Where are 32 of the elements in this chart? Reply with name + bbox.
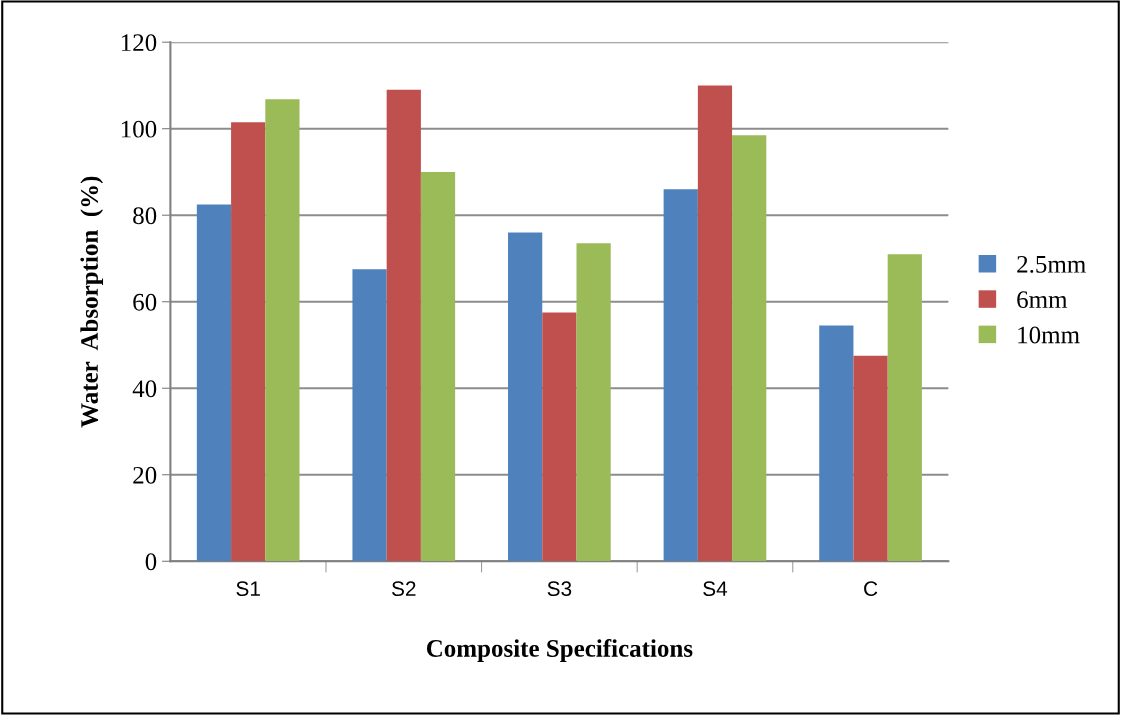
y-tick-label: 20 <box>133 466 157 484</box>
legend-label: 10mm <box>1018 326 1080 344</box>
bar <box>887 254 922 562</box>
bar <box>697 85 733 562</box>
bar <box>386 89 421 562</box>
x-tick-label: S2 <box>391 581 416 597</box>
bar <box>819 325 854 562</box>
y-tick-label: 80 <box>133 207 157 225</box>
x-tick-label: C <box>864 581 878 597</box>
bar <box>542 312 577 562</box>
y-axis-title: Water Absorption (%) <box>80 176 104 428</box>
y-tick-label: 100 <box>121 120 157 138</box>
bar <box>853 355 888 562</box>
y-tick-label: 0 <box>145 553 157 571</box>
bar <box>352 269 387 562</box>
y-tick-label: 40 <box>132 380 157 398</box>
x-tick-label: S1 <box>236 581 260 597</box>
bar <box>231 122 266 562</box>
bar <box>732 135 767 562</box>
bar <box>196 204 232 562</box>
y-tick-label: 60 <box>133 293 157 311</box>
bar <box>265 99 300 562</box>
bar <box>420 171 456 562</box>
x-tick-label: S4 <box>703 581 728 597</box>
bar <box>508 232 543 562</box>
legend-label: 6mm <box>1017 291 1068 309</box>
x-tick-label: S3 <box>547 581 572 597</box>
x-axis-title: Composite Specifications <box>426 639 693 662</box>
y-tick-label: 120 <box>121 34 157 52</box>
bar <box>663 189 698 562</box>
bar <box>576 243 611 562</box>
legend-label: 2.5mm <box>1017 255 1086 273</box>
